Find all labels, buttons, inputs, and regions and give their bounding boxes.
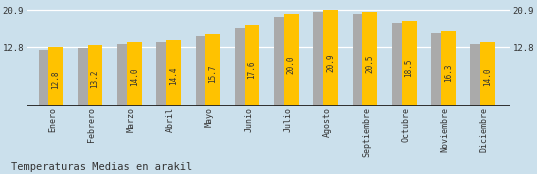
Text: 20.9: 20.9 [326,54,335,72]
Bar [156,42,178,106]
Bar [392,23,413,106]
Text: Temperaturas Medias en arakil: Temperaturas Medias en arakil [11,162,192,172]
Bar [314,12,335,106]
Bar [244,25,259,106]
Bar [39,50,60,106]
Text: 20.5: 20.5 [365,54,374,73]
Bar [78,48,99,106]
Bar [127,42,142,106]
Bar [235,27,257,106]
Bar [284,14,299,106]
Bar [48,47,63,106]
Bar [274,17,296,106]
Bar [88,45,103,106]
Bar [117,44,139,106]
Text: 16.3: 16.3 [444,63,453,82]
Bar [402,21,417,106]
Text: 17.6: 17.6 [248,60,257,79]
Bar [195,36,217,106]
Text: 14.0: 14.0 [130,68,139,86]
Bar [323,10,338,106]
Bar [431,33,453,106]
Text: 12.8: 12.8 [51,70,60,89]
Bar [480,42,495,106]
Bar [362,12,378,106]
Bar [166,40,181,106]
Text: 18.5: 18.5 [404,58,413,77]
Text: 13.2: 13.2 [90,69,99,88]
Text: 15.7: 15.7 [208,64,217,83]
Text: 14.0: 14.0 [483,68,492,86]
Text: 14.4: 14.4 [169,67,178,85]
Text: 20.0: 20.0 [287,55,296,74]
Bar [205,34,220,106]
Bar [353,14,374,106]
Bar [470,44,492,106]
Bar [441,31,456,106]
